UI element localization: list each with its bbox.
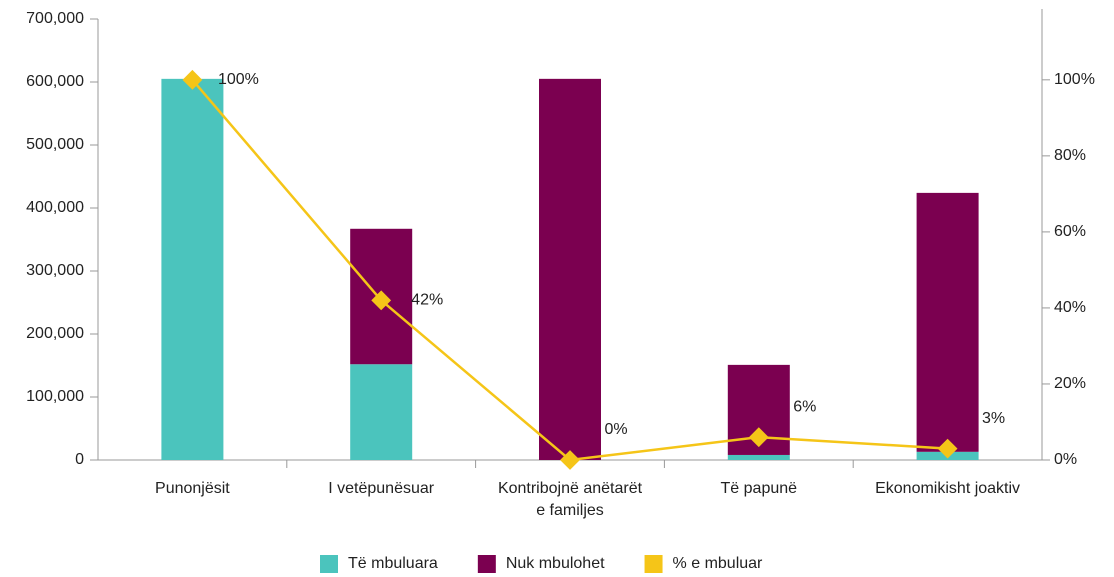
legend-swatch: [320, 555, 338, 573]
y-tick-label: 200,000: [26, 325, 84, 342]
data-label: 3%: [982, 410, 1005, 427]
x-tick-label: I vetëpunësuar: [328, 480, 435, 497]
bar: [350, 364, 413, 460]
y-tick-label: 700,000: [26, 10, 84, 27]
y-tick-label: 0: [75, 451, 84, 468]
y-tick-label: 600,000: [26, 73, 84, 90]
marker: [371, 290, 392, 311]
y2-tick-label: 40%: [1054, 299, 1086, 316]
marker: [937, 438, 958, 459]
data-label: 6%: [793, 398, 816, 415]
y2-tick-label: 100%: [1054, 71, 1095, 88]
legend-swatch: [644, 555, 663, 573]
data-label: 100%: [218, 71, 259, 88]
data-label: 0%: [604, 421, 627, 438]
bar: [727, 454, 790, 460]
y-tick-label: 400,000: [26, 199, 84, 216]
marker: [182, 69, 203, 90]
bar: [539, 78, 601, 460]
x-tick-label: Të papunë: [720, 480, 798, 497]
y2-tick-label: 80%: [1054, 147, 1086, 164]
legend-swatch: [477, 555, 496, 573]
legend-label: Të mbuluara: [348, 555, 438, 572]
legend-label: Nuk mbulohet: [506, 555, 605, 572]
marker: [560, 450, 580, 470]
x-tick-label: Ekonomikisht joaktiv: [875, 480, 1021, 497]
y2-tick-label: 0%: [1054, 451, 1077, 468]
y2-tick-label: 20%: [1054, 375, 1086, 392]
marker: [748, 427, 769, 448]
data-label: 42%: [411, 292, 443, 309]
y-tick-label: 300,000: [26, 262, 84, 279]
y-tick-label: 100,000: [26, 388, 84, 405]
bar: [916, 192, 979, 452]
y2-tick-label: 60%: [1054, 223, 1086, 240]
x-tick-label: Kontribojnë anëtarët e familjes: [497, 480, 643, 519]
bar: [161, 78, 224, 460]
legend-label: % e mbuluar: [673, 555, 763, 572]
x-tick-label: Punonjësit: [155, 480, 230, 497]
y-tick-label: 500,000: [26, 136, 84, 153]
